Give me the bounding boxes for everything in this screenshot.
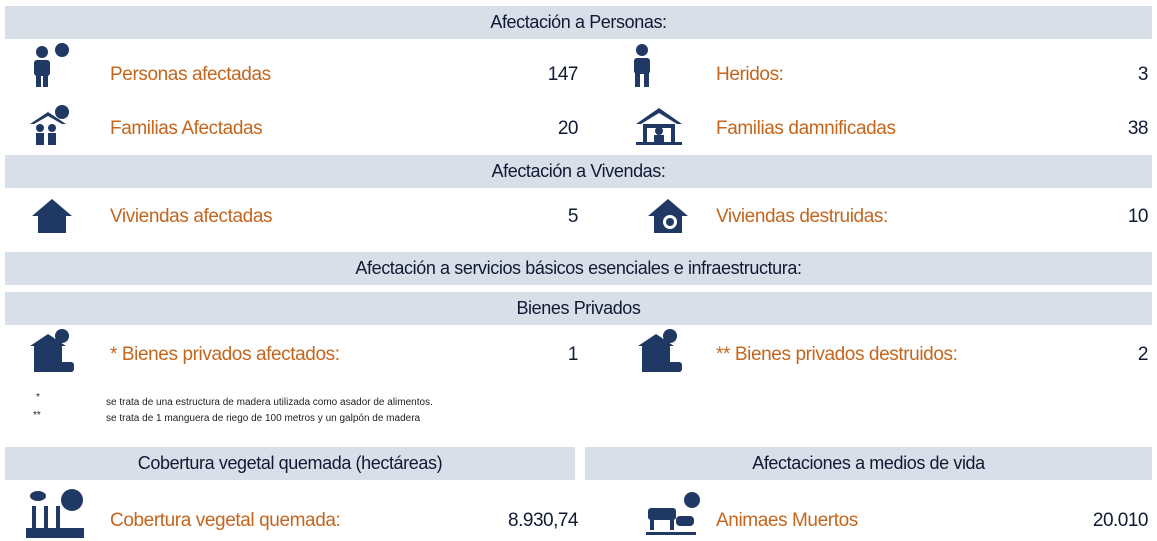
icon-house bbox=[32, 199, 72, 233]
label: Viviendas afectadas bbox=[110, 206, 273, 227]
value: 3 bbox=[1137, 64, 1149, 85]
label: * Bienes privados afectados: bbox=[110, 344, 340, 365]
value: 10 bbox=[1127, 206, 1149, 227]
icon-vegetation bbox=[26, 489, 84, 538]
value: 38 bbox=[1127, 118, 1149, 139]
section-header: Afectación a servicios básicos esenciale… bbox=[5, 252, 1152, 285]
icon-family bbox=[30, 105, 69, 145]
value: 1 bbox=[567, 344, 579, 365]
value: 147 bbox=[547, 64, 579, 85]
label: Animaes Muertos bbox=[716, 510, 858, 531]
note-mark: ** bbox=[33, 410, 41, 421]
label: Familias Afectadas bbox=[110, 118, 263, 139]
label: Heridos: bbox=[716, 64, 784, 85]
icon-family-house bbox=[636, 108, 682, 145]
icon-private-goods bbox=[30, 329, 74, 372]
value: 2 bbox=[1137, 344, 1149, 365]
icon-injured bbox=[634, 44, 650, 87]
label: Personas afectadas bbox=[110, 64, 271, 85]
icon-animals bbox=[646, 492, 700, 535]
section-header: Afectación a Personas: bbox=[5, 6, 1152, 39]
label: Familias damnificadas bbox=[716, 118, 896, 139]
note-mark: * bbox=[36, 392, 40, 403]
label: Cobertura vegetal quemada: bbox=[110, 510, 341, 531]
section-header: Afectación a Vivendas: bbox=[5, 155, 1152, 188]
note-text: se trata de una estructura de madera uti… bbox=[106, 397, 433, 408]
value: 20.010 bbox=[1092, 510, 1149, 531]
label: Viviendas destruidas: bbox=[716, 206, 888, 227]
icon-private-goods-destroyed bbox=[638, 329, 682, 372]
label: ** Bienes privados destruidos: bbox=[716, 344, 958, 365]
value: 8.930,74 bbox=[508, 510, 578, 531]
section-header: Afectaciones a medios de vida bbox=[585, 447, 1152, 480]
icon-person bbox=[34, 43, 69, 87]
note-text: se trata de 1 manguera de riego de 100 m… bbox=[106, 413, 421, 424]
section-header: Cobertura vegetal quemada (hectáreas) bbox=[5, 447, 575, 480]
icon-house-destroyed bbox=[648, 199, 688, 233]
section-header: Bienes Privados bbox=[5, 292, 1152, 325]
value: 5 bbox=[567, 206, 579, 227]
value: 20 bbox=[557, 118, 579, 139]
